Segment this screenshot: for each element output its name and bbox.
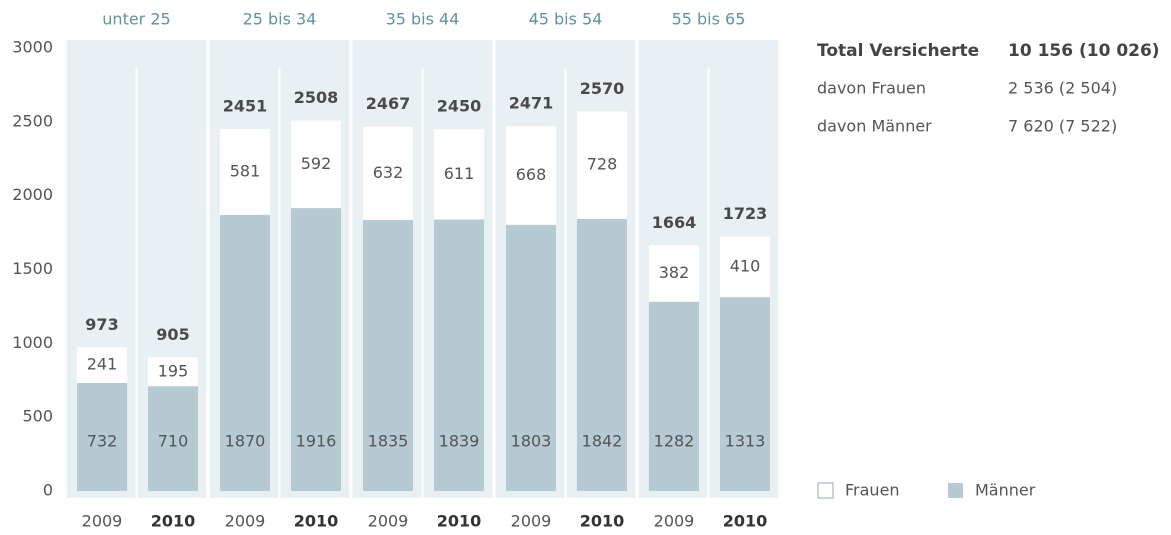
y-tick-label: 2000: [12, 185, 53, 204]
value-label: 1839: [439, 432, 480, 451]
value-label: 382: [659, 263, 690, 282]
group-label: 45 bis 54: [529, 10, 603, 29]
bar-maenner: [649, 301, 699, 491]
group-label: 35 bis 44: [386, 10, 460, 29]
value-label: 632: [373, 163, 404, 182]
bar-frauen: [720, 236, 770, 298]
bar-frauen: [577, 111, 627, 219]
bar-frauen: [363, 126, 413, 221]
summary-label: Total Versicherte: [817, 41, 979, 61]
value-label: 241: [87, 355, 118, 374]
summary-label: davon Männer: [817, 117, 932, 136]
value-label: 1835: [368, 432, 409, 451]
x-tick-label: 2010: [294, 512, 339, 531]
total-label: 2451: [223, 97, 268, 116]
y-tick-label: 3000: [12, 38, 53, 57]
total-label: 2467: [366, 94, 411, 113]
value-label: 581: [230, 161, 261, 180]
value-label: 728: [587, 155, 618, 174]
bar-maenner: [148, 386, 198, 491]
x-tick-label: 2009: [82, 512, 123, 531]
value-label: 668: [516, 165, 547, 184]
group-label: unter 25: [102, 10, 170, 29]
value-label: 1870: [225, 432, 266, 451]
bar-maenner: [77, 382, 127, 491]
total-label: 1723: [723, 204, 768, 223]
value-label: 592: [301, 154, 332, 173]
total-label: 2471: [509, 94, 554, 113]
x-tick-label: 2009: [511, 512, 552, 531]
value-label: 410: [730, 256, 761, 275]
total-label: 1664: [652, 213, 697, 232]
bar-frauen: [291, 120, 341, 209]
x-tick-label: 2010: [437, 512, 482, 531]
y-tick-label: 2500: [12, 111, 53, 130]
value-label: 195: [158, 361, 189, 380]
group-label: 25 bis 34: [243, 10, 317, 29]
x-tick-label: 2009: [654, 512, 695, 531]
value-label: 1803: [511, 432, 552, 451]
value-label: 1916: [296, 432, 337, 451]
value-label: 710: [158, 432, 189, 451]
legend-swatch: [817, 482, 834, 499]
legend-swatch: [948, 483, 963, 498]
bar-maenner: [577, 218, 627, 492]
total-label: 905: [156, 325, 189, 344]
value-label: 732: [87, 432, 118, 451]
y-tick-label: 500: [22, 407, 53, 426]
total-label: 2450: [437, 97, 482, 116]
total-label: 2570: [580, 79, 625, 98]
bar-maenner: [720, 297, 770, 491]
y-tick-label: 0: [43, 481, 53, 500]
y-tick-label: 1500: [12, 259, 53, 278]
x-tick-label: 2010: [151, 512, 196, 531]
bar-maenner: [291, 208, 341, 491]
value-label: 611: [444, 164, 475, 183]
value-label: 1282: [654, 432, 695, 451]
summary-value: 10 156 (10 026): [1008, 41, 1160, 61]
group-label: 55 bis 65: [672, 10, 746, 29]
summary-label: davon Frauen: [817, 79, 926, 98]
total-label: 2508: [294, 88, 339, 107]
bar-maenner: [363, 220, 413, 491]
bar-maenner: [434, 219, 484, 492]
legend-label: Frauen: [845, 481, 900, 500]
total-label: 973: [85, 315, 118, 334]
value-label: 1842: [582, 432, 623, 451]
bar-frauen: [506, 126, 556, 225]
value-label: 1313: [725, 432, 766, 451]
summary-value: 2 536 (2 504): [1008, 79, 1117, 98]
bar-frauen: [77, 347, 127, 383]
bar-frauen: [649, 245, 699, 302]
legend-label: Männer: [975, 481, 1036, 500]
summary-value: 7 620 (7 522): [1008, 117, 1117, 136]
bar-maenner: [506, 224, 556, 491]
y-tick-label: 1000: [12, 333, 53, 352]
x-tick-label: 2009: [225, 512, 266, 531]
x-tick-label: 2010: [723, 512, 768, 531]
bar-frauen: [434, 129, 484, 220]
bar-maenner: [220, 214, 270, 491]
bar-frauen: [148, 357, 198, 387]
bar-frauen: [220, 129, 270, 215]
x-tick-label: 2010: [580, 512, 625, 531]
x-tick-label: 2009: [368, 512, 409, 531]
